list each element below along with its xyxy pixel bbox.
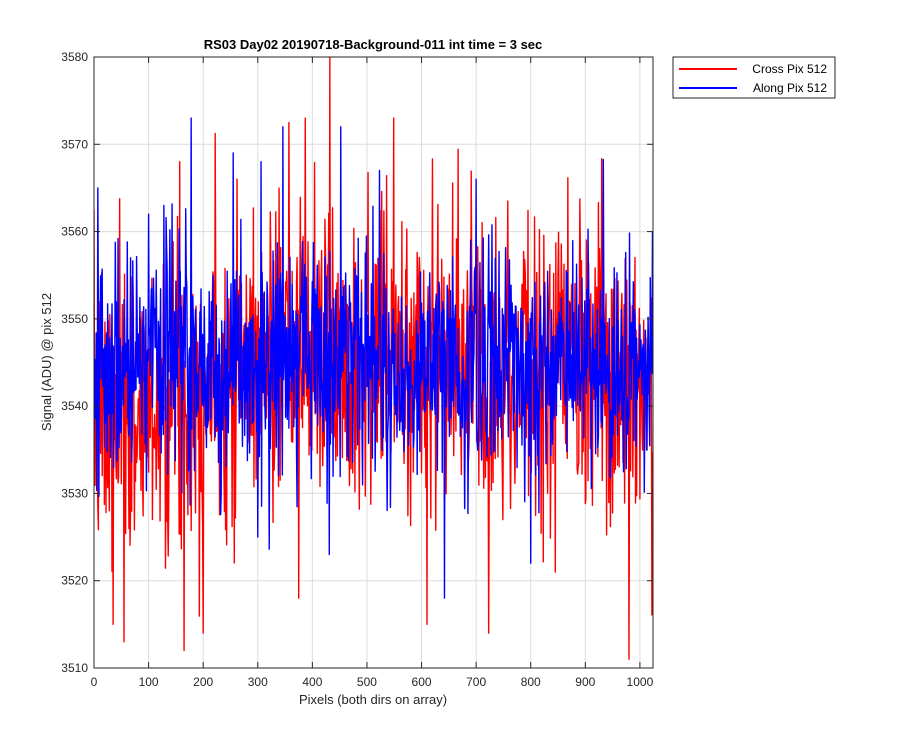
x-tick-label-700: 700 xyxy=(466,675,486,689)
y-axis-label: Signal (ADU) @ pix 512 xyxy=(39,293,54,431)
y-tick-label-3560: 3560 xyxy=(61,225,88,239)
plot-frame xyxy=(93,56,654,669)
plot-area: 0 100 200 300 400 500 600 700 800 900 1000 3510 352… xyxy=(61,50,653,689)
y-tick-label-3520: 3520 xyxy=(61,574,88,588)
y-tick-label-3550: 3550 xyxy=(61,312,88,326)
x-tick-label-200: 200 xyxy=(193,675,213,689)
x-tick-label-1000: 1000 xyxy=(627,675,654,689)
legend-box xyxy=(672,56,836,99)
y-tick-label-3510: 3510 xyxy=(61,661,88,675)
x-tick-label-600: 600 xyxy=(412,675,432,689)
y-tick-label-3580: 3580 xyxy=(61,50,88,64)
y-tick-label-3540: 3540 xyxy=(61,399,88,413)
chart-title: RS03 Day02 20190718-Background-011 int t… xyxy=(204,37,543,52)
y-tick-label-3530: 3530 xyxy=(61,486,88,500)
series-line-along-pix-512 xyxy=(94,117,653,599)
legend: Cross Pix 512 Along Pix 512 xyxy=(672,56,836,99)
x-axis-ticks: 0 100 200 300 400 500 600 700 800 900 1000 xyxy=(91,57,654,689)
x-tick-label-0: 0 xyxy=(91,675,98,689)
legend-label-along-pix-512: Along Pix 512 xyxy=(753,81,827,95)
x-tick-label-900: 900 xyxy=(575,675,595,689)
x-tick-label-100: 100 xyxy=(139,675,159,689)
x-axis-label: Pixels (both dirs on array) xyxy=(299,692,447,707)
legend-label-cross-pix-512: Cross Pix 512 xyxy=(752,62,827,76)
x-tick-label-300: 300 xyxy=(248,675,268,689)
x-tick-label-500: 500 xyxy=(357,675,377,689)
x-tick-label-800: 800 xyxy=(521,675,541,689)
y-axis-ticks: 3510 3520 3530 3540 3550 3560 3570 3580 xyxy=(61,50,653,675)
x-tick-label-400: 400 xyxy=(302,675,322,689)
y-tick-label-3570: 3570 xyxy=(61,137,88,151)
